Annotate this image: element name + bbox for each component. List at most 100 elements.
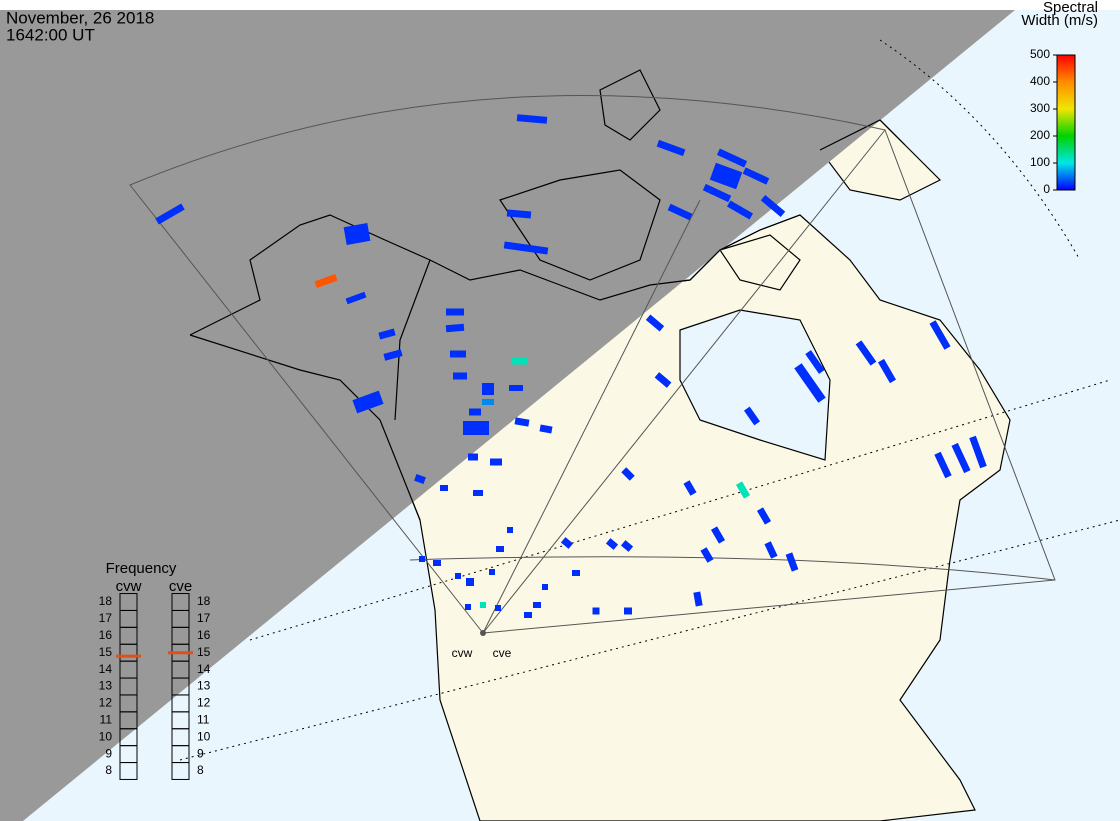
spectral-width-cell [539,424,553,434]
spectral-width-cell [496,546,504,552]
spectral-width-cell [683,480,697,496]
time: 1642:00 UT [6,25,95,44]
spectral-width-cell [468,453,478,461]
spectral-width-cell [314,273,338,289]
spectral-width-cell [511,357,527,365]
spectral-width-cell [383,349,403,361]
gauge-tick-label: 16 [99,628,113,642]
spectral-width-cell [446,308,464,316]
spectral-width-cell [709,162,743,190]
frequency-title: Frequency [106,560,177,577]
gauge-box [119,593,138,611]
top-band [0,0,1120,10]
colorbar-tick-label: 400 [1030,74,1050,88]
gauge-tick-label: 17 [197,611,211,625]
spectral-width-cell [524,612,532,618]
colorbar-tick-label: 100 [1030,155,1050,169]
colorbar-tick-label: 500 [1030,47,1050,61]
spectral-width-cell [624,607,632,615]
spectral-width-cell [440,485,448,491]
spectral-width-cell [490,458,502,466]
spectral-width-cell [489,569,495,575]
gauge-tick-label: 10 [99,729,113,743]
spectral-width-cell [605,538,619,550]
night-region [0,10,1015,821]
gauge-tick-label: 10 [197,729,211,743]
spectral-width-cell [951,442,971,474]
spectral-width-cell [934,451,952,479]
gauge-tick-label: 13 [99,679,113,693]
spectral-width-cell [516,114,548,124]
spectral-width-cell [433,560,441,566]
spectral-width-cell [450,350,466,358]
spectral-width-cell [592,607,600,615]
spectral-width-cell [445,323,465,333]
spectral-width-cell [756,507,772,525]
colorbar-title: Spectral [1043,0,1098,16]
colorbar [1056,54,1076,191]
radar-fans [129,95,1056,634]
spectral-width-cell [572,570,580,576]
cells [155,114,987,618]
spectral-width-cell [533,602,541,608]
gauge-box [171,593,190,611]
gauge-tick-label: 11 [197,712,210,726]
frequency-gauges: cvw 8 9 10 11 12 13 14 15 16 17 18 cve 8 9 10 11 12 13 14 15… [99,578,211,780]
spectral-width-cell [794,363,826,403]
gauge-tick-label: 18 [197,594,211,608]
spectral-width-cell [693,591,703,607]
gauge-tick-label: 12 [197,696,211,710]
spectral-width-cell [414,474,426,484]
spectral-width-cell [760,194,786,218]
spectral-width-cell [453,372,467,380]
colorbar-title: Width (m/s) [1021,12,1098,29]
gauge-tick-label: 9 [105,746,112,760]
spectral-width-cell [743,406,761,426]
gauge-tick-label: 12 [99,696,113,710]
spectral-width-cell [645,314,665,332]
gauge-tick-label: 9 [197,746,204,760]
spectral-width-cell [514,417,530,427]
spectral-width-cell [805,350,825,374]
gauge-tick-label: 8 [105,763,112,777]
spectral-width-cell [969,435,987,469]
spectral-width-cell [465,604,471,610]
date: November, 26 2018 [6,8,154,27]
spectral-width-cell [455,573,461,579]
spectral-width-cell [654,372,672,388]
latitude-circles [179,39,1120,761]
spectral-width-cell [482,383,494,395]
spectral-width-cell [702,183,732,203]
gauge-tick-label: 8 [197,763,204,777]
spectral-width-cell [482,399,494,405]
radar-label: cve [493,646,512,660]
spectral-width-cell [469,408,481,416]
colorbar-tick-label: 300 [1030,101,1050,115]
spectral-width-cell [419,556,425,562]
spectral-width-cell [463,421,489,435]
spectral-width-cell [621,467,635,481]
spectral-width-cell [764,541,778,559]
gauge-tick-label: 13 [197,679,211,693]
spectral-width-cell [700,547,714,563]
spectral-width-cell [542,584,548,590]
spectral-width-cell [507,527,513,533]
gauge-tick-label: 15 [197,645,211,659]
spectral-width-cell [742,167,770,185]
spectral-width-cell [667,203,693,221]
spectral-width-cell [620,540,634,552]
spectral-width-cell [345,291,367,305]
spectral-width-cell [710,526,726,544]
spectral-width-cell [560,537,574,549]
spectral-width-cell [509,385,523,391]
gauge-tick-label: 11 [100,712,113,726]
spectral-width-cell [656,139,686,157]
spectral-width-cell [735,481,751,499]
spectral-width-cell [480,602,486,608]
gauge-tick-label: 18 [99,594,113,608]
spectral-width-cell [343,223,371,245]
gauge-name: cve [169,578,192,595]
gauge-tick-label: 17 [99,611,113,625]
spectral-width-cell [473,490,483,496]
gauge-tick-label: 16 [197,628,211,642]
